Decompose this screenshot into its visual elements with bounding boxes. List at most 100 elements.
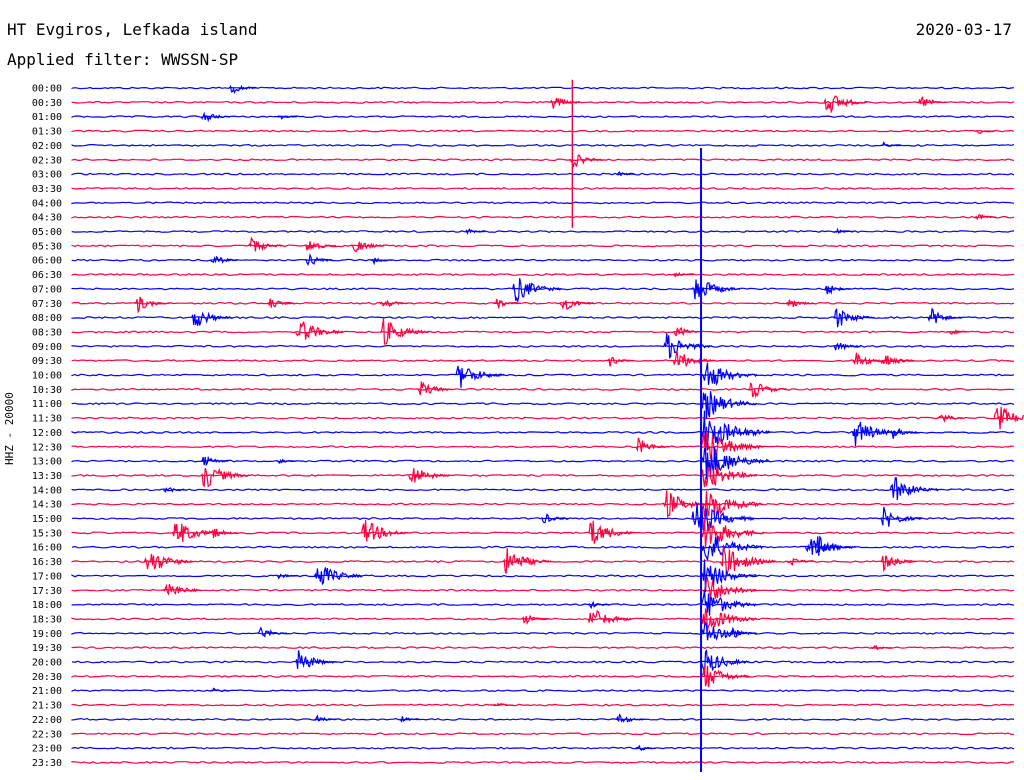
time-tick-label: 03:00 xyxy=(32,170,62,181)
seismic-event xyxy=(672,351,715,368)
seismic-event xyxy=(549,97,580,109)
date-label: 2020-03-17 xyxy=(915,20,1012,39)
seismic-event xyxy=(295,650,338,670)
time-tick-label: 22:30 xyxy=(32,729,62,740)
trace-line xyxy=(71,143,1015,147)
time-tick-label: 08:00 xyxy=(32,313,62,324)
trace-line xyxy=(71,373,1015,377)
trace-line xyxy=(71,330,1015,334)
time-tick-label: 11:00 xyxy=(32,399,62,410)
seismic-event xyxy=(379,318,429,345)
seismic-event xyxy=(785,299,814,308)
time-tick-label: 10:00 xyxy=(32,371,62,382)
trace-line xyxy=(71,158,1015,162)
time-tick-label: 13:00 xyxy=(32,457,62,468)
time-tick-label: 03:30 xyxy=(32,184,62,195)
seismic-event xyxy=(408,468,451,483)
seismic-event xyxy=(974,129,996,134)
seismic-event xyxy=(587,520,637,544)
seismic-event xyxy=(191,311,233,326)
seismic-event xyxy=(200,455,229,467)
time-tick-label: 12:00 xyxy=(32,428,62,439)
time-tick-label: 07:00 xyxy=(32,284,62,295)
time-tick-label: 02:30 xyxy=(32,155,62,166)
seismic-event xyxy=(672,271,694,278)
trace-line xyxy=(71,172,1015,176)
time-tick-label: 17:30 xyxy=(32,586,62,597)
seismic-event xyxy=(719,546,776,574)
time-tick-label: 15:00 xyxy=(32,514,62,525)
trace-line xyxy=(71,488,1015,492)
trace-line xyxy=(71,603,1015,607)
time-tick-label: 05:00 xyxy=(32,227,62,238)
seismic-event xyxy=(247,236,283,252)
time-tick-label: 20:00 xyxy=(32,658,62,669)
seismic-event xyxy=(210,687,229,692)
time-tick-label: 06:00 xyxy=(32,256,62,267)
trace-line xyxy=(71,301,1015,305)
trace-line xyxy=(71,746,1015,750)
seismic-event xyxy=(210,528,238,538)
trace-line xyxy=(71,517,1015,520)
trace-line xyxy=(71,430,1015,434)
trace-line xyxy=(71,359,1015,363)
seismic-event xyxy=(143,553,193,570)
time-tick-label: 18:30 xyxy=(32,614,62,625)
seismic-event xyxy=(295,321,344,340)
trace-line xyxy=(71,387,1015,391)
time-tick-label: 05:30 xyxy=(32,241,62,252)
seismic-event xyxy=(361,520,410,542)
seismic-event xyxy=(974,213,997,221)
seismic-event xyxy=(701,362,758,387)
seismic-event xyxy=(540,513,568,524)
seismic-event xyxy=(870,644,892,651)
seismic-event xyxy=(672,326,703,337)
seismic-event xyxy=(748,382,788,399)
trace-lines xyxy=(71,86,1015,764)
seismic-event xyxy=(276,573,298,580)
trace-line xyxy=(71,201,1015,205)
seismic-event xyxy=(823,95,868,114)
trace-line xyxy=(71,646,1015,650)
trace-line xyxy=(71,588,1015,592)
time-tick-label: 14:00 xyxy=(32,485,62,496)
seismic-event xyxy=(512,278,562,302)
seismic-event xyxy=(918,95,948,106)
trace-line xyxy=(71,445,1015,449)
seismic-event xyxy=(700,491,764,517)
seismic-event xyxy=(889,427,920,439)
seismic-event xyxy=(634,437,670,453)
seismic-event xyxy=(351,241,385,253)
seismic-event xyxy=(700,431,764,460)
seismic-event xyxy=(833,307,875,328)
time-tick-label: 20:30 xyxy=(32,672,62,683)
trace-line xyxy=(71,86,1015,90)
time-tick-label: 14:30 xyxy=(32,500,62,511)
seismic-event xyxy=(266,298,295,308)
seismic-event xyxy=(521,614,550,625)
seismic-event xyxy=(700,536,764,561)
seismic-event xyxy=(465,228,486,236)
time-tick-label: 08:30 xyxy=(32,327,62,338)
seismic-event xyxy=(823,285,852,295)
seismic-event xyxy=(691,279,741,300)
time-tick-label: 22:00 xyxy=(32,715,62,726)
seismic-event xyxy=(663,490,712,519)
time-tick-labels: 00:00 00:30 01:00 01:30 02:00 02:30 03:00 03:30… xyxy=(32,84,62,769)
seismic-event xyxy=(493,298,521,310)
time-tick-label: 12:30 xyxy=(32,442,62,453)
seismic-event xyxy=(880,355,916,366)
time-tick-label: 16:00 xyxy=(32,543,62,554)
seismic-event xyxy=(417,381,453,396)
time-tick-label: 09:30 xyxy=(32,356,62,367)
time-tick-label: 01:00 xyxy=(32,112,62,123)
trace-line xyxy=(71,115,1015,119)
seismic-event xyxy=(502,548,552,574)
time-tick-label: 23:30 xyxy=(32,758,62,769)
trace-line xyxy=(71,660,1015,664)
seismic-event xyxy=(889,477,939,501)
seismic-event xyxy=(700,518,765,548)
seismic-event xyxy=(993,406,1024,430)
time-tick-label: 19:00 xyxy=(32,629,62,640)
